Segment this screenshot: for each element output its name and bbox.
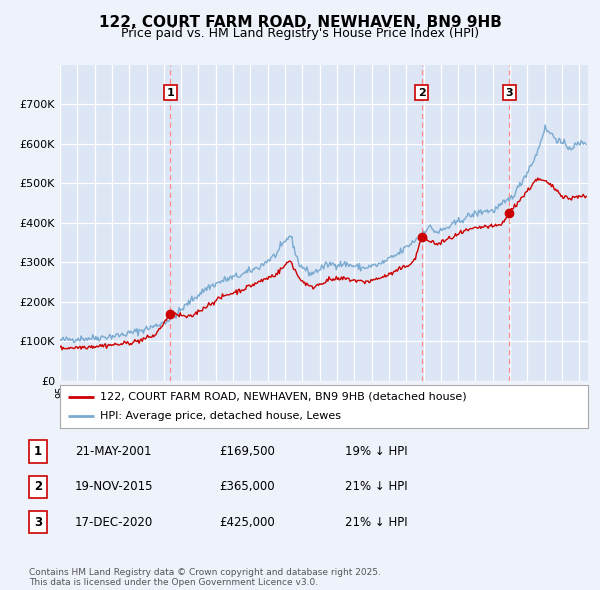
Text: 122, COURT FARM ROAD, NEWHAVEN, BN9 9HB (detached house): 122, COURT FARM ROAD, NEWHAVEN, BN9 9HB …: [100, 392, 466, 402]
Text: 1: 1: [167, 87, 175, 97]
Text: 2: 2: [34, 480, 42, 493]
Text: HPI: Average price, detached house, Lewes: HPI: Average price, detached house, Lewe…: [100, 411, 341, 421]
Text: Price paid vs. HM Land Registry's House Price Index (HPI): Price paid vs. HM Land Registry's House …: [121, 27, 479, 40]
Text: 2: 2: [418, 87, 425, 97]
Text: 122, COURT FARM ROAD, NEWHAVEN, BN9 9HB: 122, COURT FARM ROAD, NEWHAVEN, BN9 9HB: [98, 15, 502, 30]
Text: 19% ↓ HPI: 19% ↓ HPI: [345, 445, 407, 458]
Text: 21% ↓ HPI: 21% ↓ HPI: [345, 480, 407, 493]
Text: Contains HM Land Registry data © Crown copyright and database right 2025.
This d: Contains HM Land Registry data © Crown c…: [29, 568, 380, 587]
Text: £425,000: £425,000: [219, 516, 275, 529]
Text: 3: 3: [34, 516, 42, 529]
Text: 1: 1: [34, 445, 42, 458]
Text: 21% ↓ HPI: 21% ↓ HPI: [345, 516, 407, 529]
Text: 17-DEC-2020: 17-DEC-2020: [75, 516, 153, 529]
Text: 3: 3: [506, 87, 513, 97]
Text: 19-NOV-2015: 19-NOV-2015: [75, 480, 154, 493]
Text: 21-MAY-2001: 21-MAY-2001: [75, 445, 151, 458]
Text: £365,000: £365,000: [219, 480, 275, 493]
Text: £169,500: £169,500: [219, 445, 275, 458]
